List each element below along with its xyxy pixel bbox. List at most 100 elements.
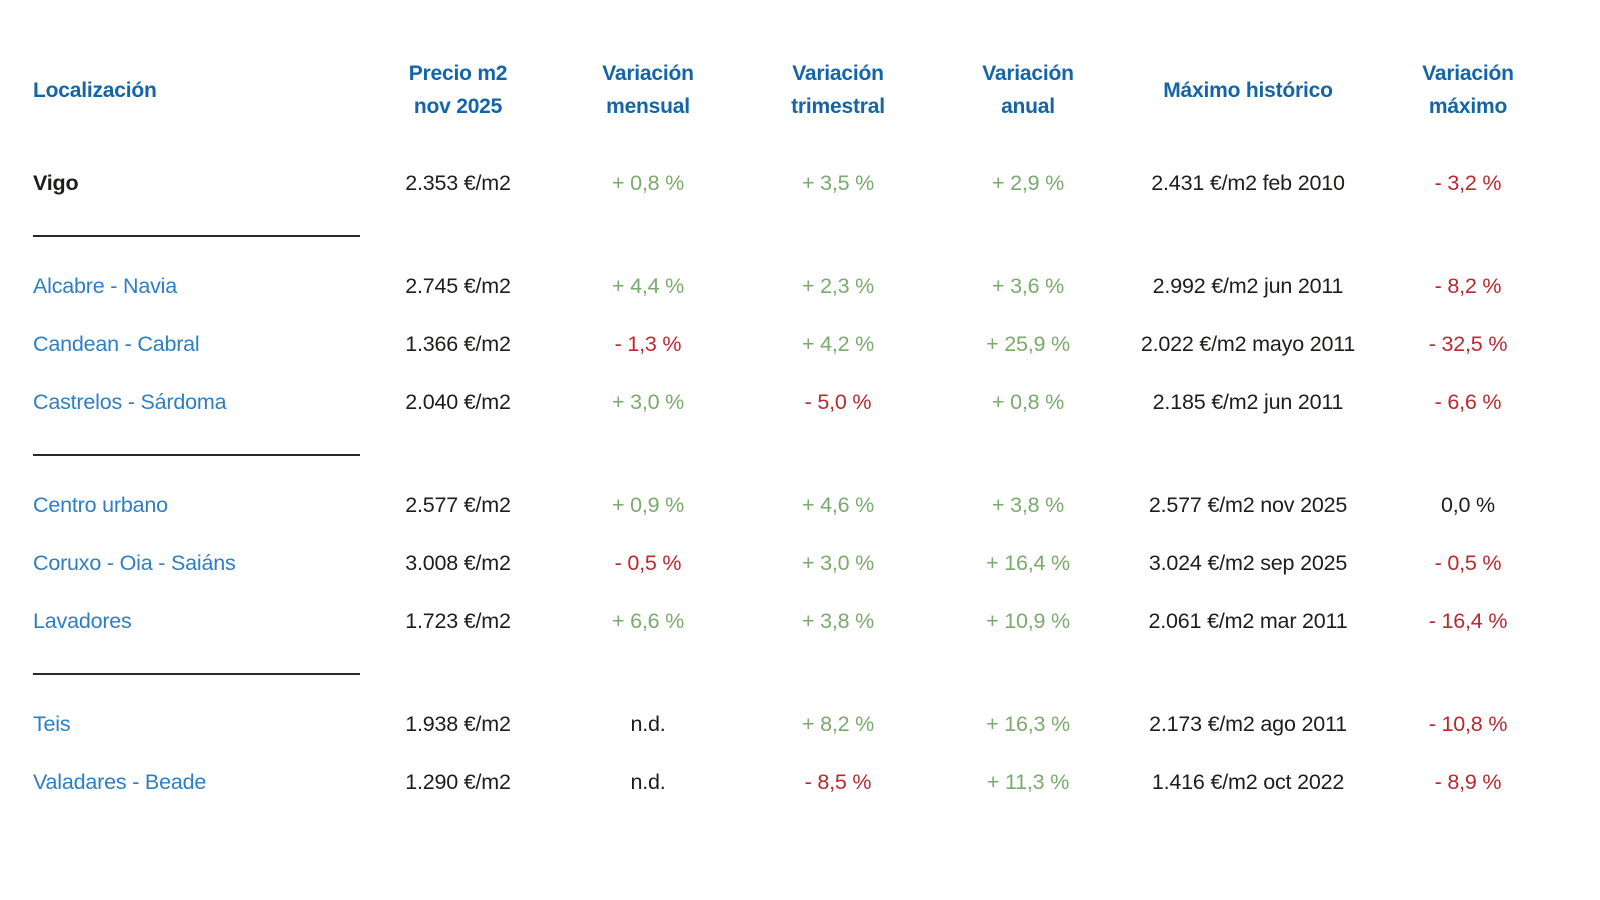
- group-districts-3: Teis 1.938 €/m2 n.d. + 8,2 % + 16,3 % 2.…: [33, 695, 1600, 811]
- price-table: Localización Precio m2 nov 2025 Variació…: [33, 52, 1600, 811]
- monthly-variation-value: + 3,0 %: [611, 389, 685, 414]
- column-header-label: Variación: [602, 62, 694, 86]
- annual-variation-value: + 25,9 %: [986, 331, 1070, 356]
- column-header-variacion-trimestral: Variación trimestral: [743, 58, 933, 123]
- location-link[interactable]: Alcabre - Navia: [33, 273, 177, 298]
- table-row: Teis 1.938 €/m2 n.d. + 8,2 % + 16,3 % 2.…: [33, 695, 1600, 753]
- table-row: Coruxo - Oia - Saiáns 3.008 €/m2 - 0,5 %…: [33, 534, 1600, 592]
- monthly-variation-value: + 4,4 %: [611, 273, 685, 298]
- quarterly-variation-value: + 8,2 %: [801, 711, 875, 736]
- table-row: Valadares - Beade 1.290 €/m2 n.d. - 8,5 …: [33, 753, 1600, 811]
- price-value: 2.040 €/m2: [405, 389, 511, 414]
- historic-max-value: 2.185 €/m2 jun 2011: [1152, 389, 1344, 414]
- price-value: 1.290 €/m2: [405, 769, 511, 794]
- historic-max-value: 2.431 €/m2 feb 2010: [1151, 170, 1345, 195]
- quarterly-variation-value: + 3,0 %: [801, 550, 875, 575]
- quarterly-variation-value: + 3,5 %: [801, 170, 875, 195]
- monthly-variation-value: n.d.: [630, 711, 666, 736]
- location-link[interactable]: Valadares - Beade: [33, 769, 207, 794]
- price-value: 2.577 €/m2: [405, 492, 511, 517]
- quarterly-variation-value: - 8,5 %: [804, 769, 872, 794]
- group-districts-2: Centro urbano 2.577 €/m2 + 0,9 % + 4,6 %…: [33, 476, 1600, 650]
- location-link[interactable]: Centro urbano: [33, 492, 168, 517]
- historic-max-value: 2.992 €/m2 jun 2011: [1152, 273, 1344, 298]
- price-value: 1.938 €/m2: [405, 711, 511, 736]
- annual-variation-value: + 16,3 %: [986, 711, 1070, 736]
- max-variation-value: - 16,4 %: [1428, 608, 1508, 633]
- annual-variation-value: + 0,8 %: [991, 389, 1065, 414]
- column-header-label: Variación: [1422, 62, 1514, 86]
- annual-variation-value: + 11,3 %: [986, 769, 1070, 794]
- max-variation-value: - 0,5 %: [1434, 550, 1502, 575]
- location-link[interactable]: Candean - Cabral: [33, 331, 200, 356]
- location-link[interactable]: Lavadores: [33, 608, 132, 633]
- max-variation-value: - 6,6 %: [1434, 389, 1502, 414]
- historic-max-value: 2.577 €/m2 nov 2025: [1148, 492, 1348, 517]
- table-row: Lavadores 1.723 €/m2 + 6,6 % + 3,8 % + 1…: [33, 592, 1600, 650]
- group-divider: [33, 235, 360, 237]
- historic-max-value: 3.024 €/m2 sep 2025: [1148, 550, 1348, 575]
- monthly-variation-value: + 0,8 %: [611, 170, 685, 195]
- column-header-maximo-historico: Máximo histórico: [1123, 75, 1373, 108]
- column-header-variacion-mensual: Variación mensual: [553, 58, 743, 123]
- group-divider: [33, 454, 360, 456]
- table-row: Centro urbano 2.577 €/m2 + 0,9 % + 4,6 %…: [33, 476, 1600, 534]
- table-header-row: Localización Precio m2 nov 2025 Variació…: [33, 52, 1600, 130]
- column-header-variacion-maximo: Variación máximo: [1373, 58, 1563, 123]
- column-header-label: Variación: [792, 62, 884, 86]
- table-row: Castrelos - Sárdoma 2.040 €/m2 + 3,0 % -…: [33, 373, 1600, 431]
- location-link[interactable]: Castrelos - Sárdoma: [33, 389, 227, 414]
- quarterly-variation-value: + 2,3 %: [801, 273, 875, 298]
- column-header-label: mensual: [606, 95, 690, 118]
- quarterly-variation-value: + 4,6 %: [801, 492, 875, 517]
- price-value: 3.008 €/m2: [405, 550, 511, 575]
- monthly-variation-value: + 6,6 %: [611, 608, 685, 633]
- annual-variation-value: + 10,9 %: [986, 608, 1070, 633]
- column-header-variacion-anual: Variación anual: [933, 58, 1123, 123]
- table-row: Alcabre - Navia 2.745 €/m2 + 4,4 % + 2,3…: [33, 257, 1600, 315]
- column-header-label: trimestral: [791, 95, 885, 118]
- price-value: 1.723 €/m2: [405, 608, 511, 633]
- column-header-label: nov 2025: [413, 95, 503, 118]
- price-value: 1.366 €/m2: [405, 331, 511, 356]
- quarterly-variation-value: + 4,2 %: [801, 331, 875, 356]
- quarterly-variation-value: + 3,8 %: [801, 608, 875, 633]
- historic-max-value: 1.416 €/m2 oct 2022: [1151, 769, 1345, 794]
- column-header-label: Precio m2: [408, 62, 508, 86]
- historic-max-value: 2.061 €/m2 mar 2011: [1148, 608, 1348, 633]
- group-city-total: Vigo 2.353 €/m2 + 0,8 % + 3,5 % + 2,9 % …: [33, 154, 1600, 212]
- annual-variation-value: + 3,6 %: [991, 273, 1065, 298]
- table-row: Candean - Cabral 1.366 €/m2 - 1,3 % + 4,…: [33, 315, 1600, 373]
- annual-variation-value: + 2,9 %: [991, 170, 1065, 195]
- column-header-label: Variación: [982, 62, 1074, 86]
- max-variation-value: - 8,2 %: [1434, 273, 1502, 298]
- monthly-variation-value: - 1,3 %: [614, 331, 682, 356]
- location-link: Vigo: [33, 170, 79, 195]
- max-variation-value: 0,0 %: [1441, 492, 1495, 517]
- column-header-precio: Precio m2 nov 2025: [363, 58, 553, 123]
- price-value: 2.745 €/m2: [405, 273, 511, 298]
- quarterly-variation-value: - 5,0 %: [804, 389, 872, 414]
- column-header-localizacion: Localización: [33, 75, 363, 108]
- max-variation-value: - 10,8 %: [1428, 711, 1508, 736]
- annual-variation-value: + 3,8 %: [991, 492, 1065, 517]
- historic-max-value: 2.022 €/m2 mayo 2011: [1140, 331, 1356, 356]
- location-link[interactable]: Coruxo - Oia - Saiáns: [33, 550, 236, 575]
- location-link[interactable]: Teis: [33, 711, 71, 736]
- max-variation-value: - 8,9 %: [1434, 769, 1502, 794]
- column-header-label: máximo: [1428, 95, 1508, 118]
- column-header-label: Localización: [33, 78, 157, 102]
- annual-variation-value: + 16,4 %: [986, 550, 1070, 575]
- price-value: 2.353 €/m2: [405, 170, 511, 195]
- historic-max-value: 2.173 €/m2 ago 2011: [1149, 711, 1347, 736]
- group-divider: [33, 673, 360, 675]
- monthly-variation-value: - 0,5 %: [614, 550, 682, 575]
- max-variation-value: - 32,5 %: [1428, 331, 1508, 356]
- table-row: Vigo 2.353 €/m2 + 0,8 % + 3,5 % + 2,9 % …: [33, 154, 1600, 212]
- monthly-variation-value: + 0,9 %: [611, 492, 685, 517]
- max-variation-value: - 3,2 %: [1434, 170, 1502, 195]
- column-header-label: anual: [1001, 95, 1055, 118]
- group-districts-1: Alcabre - Navia 2.745 €/m2 + 4,4 % + 2,3…: [33, 257, 1600, 431]
- column-header-label: Máximo histórico: [1163, 78, 1333, 102]
- monthly-variation-value: n.d.: [630, 769, 666, 794]
